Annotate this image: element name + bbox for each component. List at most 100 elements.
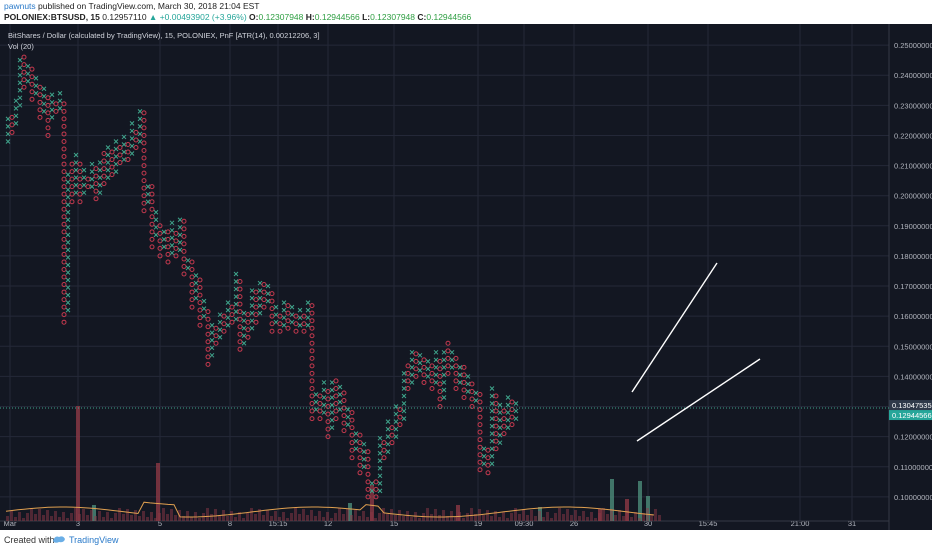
- pnf-o-box: [229, 304, 235, 310]
- price-scale[interactable]: [889, 24, 932, 530]
- volume-bar: [18, 512, 21, 521]
- volume-bar: [290, 513, 293, 521]
- pnf-x-box: [457, 365, 463, 370]
- pnf-x-box: [449, 357, 455, 363]
- pnf-x-box: [465, 381, 471, 387]
- volume-bar: [106, 512, 109, 521]
- trendline-upper[interactable]: [631, 262, 718, 393]
- volume-bar: [578, 516, 581, 521]
- volume-bar: [566, 509, 569, 521]
- volume-bar: [78, 514, 81, 521]
- pnf-x-box: [25, 78, 31, 84]
- pnf-o-box: [181, 241, 187, 247]
- username-link[interactable]: pawnuts: [4, 1, 36, 11]
- pnf-o-box: [61, 282, 67, 288]
- volume-bar: [638, 481, 642, 521]
- pnf-x-box: [465, 374, 471, 379]
- volume-bar: [626, 511, 629, 521]
- pnf-x-box: [209, 352, 215, 358]
- tradingview-logo-icon: [53, 536, 65, 543]
- x-tick-label: 15:15: [269, 519, 288, 528]
- volume-bar: [92, 505, 96, 521]
- pnf-o-box: [309, 310, 315, 316]
- pnf-x-box: [145, 199, 151, 205]
- pnf-x-box: [401, 386, 407, 391]
- pnf-x-box: [481, 453, 487, 459]
- volume-bar: [466, 513, 469, 521]
- pnf-x-box: [425, 374, 431, 379]
- pnf-x-box: [273, 319, 279, 325]
- pnf-o-box: [141, 148, 147, 154]
- pnf-x-box: [65, 270, 71, 275]
- pnf-x-box: [305, 315, 311, 321]
- pnf-o-box: [77, 161, 83, 167]
- volume-bar: [358, 516, 361, 521]
- pnf-x-box: [153, 232, 159, 238]
- pnf-x-box: [145, 184, 151, 190]
- close-value: 0.12944566: [426, 12, 472, 22]
- pnf-x-box: [113, 146, 119, 152]
- pnf-o-box: [493, 446, 499, 452]
- pnf-chart[interactable]: 0.25000000 0.24000000 0.23000000 0.22000000…: [0, 24, 932, 530]
- pnf-o-box: [309, 370, 315, 376]
- pnf-x-box: [321, 410, 327, 415]
- volume-bar: [162, 508, 165, 521]
- pnf-o-box: [341, 428, 347, 434]
- pnf-x-box: [385, 449, 391, 455]
- pnf-x-box: [81, 190, 87, 196]
- pnf-x-box: [305, 307, 311, 313]
- pnf-x-box: [105, 152, 111, 158]
- pnf-x-box: [313, 392, 319, 397]
- volume-bar: [498, 517, 501, 521]
- chart-area[interactable]: 0.25000000 0.24000000 0.23000000 0.22000000…: [0, 24, 932, 530]
- pnf-x-box: [249, 310, 255, 316]
- pnf-x-box: [393, 411, 399, 417]
- pnf-x-box: [393, 426, 399, 432]
- pnf-x-box: [73, 182, 79, 188]
- trendline-lower[interactable]: [636, 358, 761, 442]
- pnf-x-box: [73, 167, 79, 173]
- pnf-x-box: [177, 217, 183, 223]
- volume-bar: [342, 514, 345, 521]
- pnf-o-box: [45, 125, 51, 131]
- pnf-o-box: [365, 464, 371, 470]
- volume-bar: [6, 516, 9, 521]
- pnf-x-box: [65, 307, 71, 313]
- tradingview-brand-link[interactable]: TradingView: [69, 535, 119, 545]
- pnf-x-box: [153, 217, 159, 223]
- pnf-x-box: [513, 416, 519, 421]
- pnf-x-box: [313, 399, 319, 405]
- pnf-x-box: [97, 182, 103, 188]
- pnf-x-box: [329, 417, 335, 423]
- x-tick-label: 8: [228, 519, 232, 528]
- pnf-x-box: [121, 142, 127, 147]
- pnf-x-box: [329, 380, 335, 385]
- pnf-o-box: [205, 361, 211, 367]
- pnf-o-box: [165, 259, 171, 265]
- pnf-x-box: [369, 480, 375, 486]
- pnf-x-box: [449, 349, 455, 355]
- pnf-o-box: [141, 140, 147, 146]
- pnf-x-box: [329, 410, 335, 415]
- volume-bar: [570, 515, 573, 521]
- pnf-x-box: [489, 408, 495, 414]
- y-tick-label: 0.15000000: [894, 342, 932, 351]
- low-label: L:: [362, 12, 371, 22]
- pnf-x-box: [193, 295, 199, 301]
- pnf-x-box: [337, 392, 343, 397]
- pnf-x-box: [65, 179, 71, 185]
- pnf-x-box: [249, 325, 255, 331]
- pnf-o-box: [45, 132, 51, 138]
- pnf-x-box: [49, 99, 55, 105]
- volume-bar: [218, 515, 221, 521]
- volume-bar: [558, 508, 561, 521]
- pnf-o-box: [349, 417, 355, 423]
- pnf-o-box: [237, 301, 243, 307]
- pnf-x-box: [489, 423, 495, 429]
- volume-bar: [394, 515, 397, 521]
- pnf-o-box: [61, 176, 67, 182]
- pnf-o-box: [117, 152, 123, 158]
- pnf-x-box: [5, 116, 11, 122]
- pnf-x-box: [13, 98, 19, 104]
- pnf-o-box: [125, 157, 131, 163]
